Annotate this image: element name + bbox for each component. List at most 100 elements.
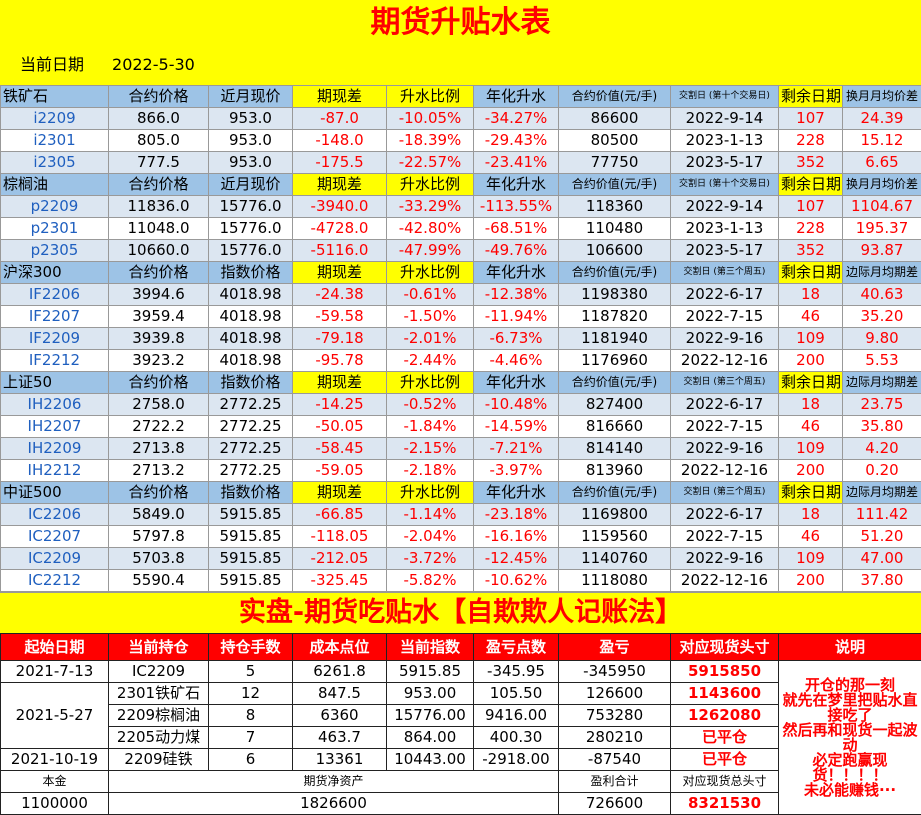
header-row: 上证50 合约价格 指数价格 期现差 升水比例 年化升水 合约价值(元/手) 交割日 (第三个… — [0, 371, 921, 394]
data-cell: -50.05 — [292, 415, 387, 438]
data-cell: -3940.0 — [292, 195, 387, 218]
data-cell: 726600 — [558, 792, 671, 815]
data-cell: 2022-9-14 — [670, 107, 779, 130]
data-row: 1100000 1826600 726600 8321530 — [0, 792, 921, 815]
data-cell: 105.50 — [473, 682, 559, 705]
data-cell: 2022-12-16 — [670, 349, 779, 372]
data-cell: 111.42 — [842, 503, 921, 526]
data-cell: IF2206 — [0, 283, 109, 306]
data-cell: 已平仓 — [670, 748, 779, 771]
header-cell: 期现差 — [292, 261, 387, 284]
data-row: 2021-10-19 2209硅铁 6 13361 10443.00 -2918.00 -8… — [0, 748, 921, 771]
data-cell: 10660.0 — [108, 239, 209, 262]
header-cell: 剩余日期 — [778, 261, 843, 284]
data-cell: 1181940 — [558, 327, 671, 350]
header-cell: 剩余日期 — [778, 371, 843, 394]
data-cell: 5.53 — [842, 349, 921, 372]
header-cell: 合约价值(元/手) — [558, 261, 671, 284]
data-row: 2209棕榈油 8 6360 15776.00 9416.00 753280 1262080 — [1, 704, 921, 727]
data-cell: 7 — [208, 726, 293, 749]
header-cell: 指数价格 — [208, 371, 293, 394]
data-cell: 2722.2 — [108, 415, 209, 438]
data-cell: 827400 — [558, 393, 671, 416]
data-cell: -22.57% — [386, 151, 474, 174]
data-cell: IH2209 — [0, 437, 109, 460]
data-cell: 2209棕榈油 — [108, 704, 209, 727]
header-cell: 换月月均价差 — [842, 85, 921, 108]
data-cell: 8321530 — [670, 792, 779, 815]
header-cell: 升水比例 — [386, 481, 474, 504]
data-cell: 93.87 — [842, 239, 921, 262]
data-cell: 200 — [778, 459, 843, 482]
note-line: 然后再和现货一起波动 — [782, 720, 918, 754]
data-cell: 18 — [778, 283, 843, 306]
data-cell: 2022-7-15 — [670, 305, 779, 328]
header-cell: 换月月均价差 — [842, 173, 921, 196]
note-line: 就先在梦里把贴水直接吃了 — [782, 690, 918, 724]
data-row: IC2207 5797.8 5915.85 -118.05 -2.04% -16.16% 1… — [0, 525, 921, 548]
data-cell: -10.62% — [473, 569, 559, 592]
data-cell: 4018.98 — [208, 327, 293, 350]
data-cell: IF2212 — [0, 349, 109, 372]
data-cell: 5915.85 — [208, 503, 293, 526]
data-cell: -16.16% — [473, 525, 559, 548]
header-cell: 中证500 — [0, 481, 109, 504]
data-cell: 1143600 — [670, 682, 779, 705]
header-cell: 当前指数 — [386, 633, 474, 661]
data-cell: 4.20 — [842, 437, 921, 460]
data-cell: 1176960 — [558, 349, 671, 372]
note-line: 开仓的那一刻 — [804, 675, 895, 694]
data-cell: -10.48% — [473, 393, 559, 416]
header-cell: 边际月均期差 — [842, 481, 921, 504]
data-cell: -34.27% — [473, 107, 559, 130]
header-row: 起始日期 当前持仓 持仓手数 成本点位 当前指数 盈亏点数 盈亏 对应现货头寸 说明 — [0, 633, 921, 661]
data-cell: -212.05 — [292, 547, 387, 570]
data-cell: 46 — [778, 525, 843, 548]
data-cell: 2022-9-16 — [670, 437, 779, 460]
data-row: p2305 10660.0 15776.0 -5116.0 -47.99% -49.76%… — [0, 239, 921, 262]
header-cell: 合约价值(元/手) — [558, 481, 671, 504]
header-cell: 近月现价 — [208, 85, 293, 108]
data-cell: 9.80 — [842, 327, 921, 350]
data-cell: 109 — [778, 437, 843, 460]
data-cell: -59.05 — [292, 459, 387, 482]
header-cell: 剩余日期 — [778, 85, 843, 108]
header-cell: 合约价值(元/手) — [558, 85, 671, 108]
data-cell: -2.01% — [386, 327, 474, 350]
data-cell: 盈利合计 — [558, 770, 671, 793]
data-cell: 12 — [208, 682, 293, 705]
data-cell: 805.0 — [108, 129, 209, 152]
data-row: IC2206 5849.0 5915.85 -66.85 -1.14% -23.18% 11… — [0, 503, 921, 526]
data-cell: 5797.8 — [108, 525, 209, 548]
header-cell: 交割日 (第三个周五) — [670, 481, 779, 504]
data-cell: 2772.25 — [208, 459, 293, 482]
section-title: 实盘-期货吃贴水【自欺欺人记账法】 — [0, 592, 921, 633]
data-cell: -95.78 — [292, 349, 387, 372]
data-row: IF2212 3923.2 4018.98 -95.78 -2.44% -4.46% 117… — [0, 349, 921, 372]
data-cell: 35.20 — [842, 305, 921, 328]
data-cell: IF2209 — [0, 327, 109, 350]
data-cell: 2713.8 — [108, 437, 209, 460]
header-cell: 升水比例 — [386, 371, 474, 394]
header-cell: 期现差 — [292, 85, 387, 108]
data-cell: 15776.0 — [208, 239, 293, 262]
data-cell: -66.85 — [292, 503, 387, 526]
data-cell: 753280 — [558, 704, 671, 727]
header-cell: 交割日 (第十个交易日) — [670, 85, 779, 108]
data-cell: -87.0 — [292, 107, 387, 130]
data-cell: 1826600 — [108, 792, 559, 815]
data-cell: 228 — [778, 217, 843, 240]
header-cell: 年化升水 — [473, 85, 559, 108]
data-cell: 2209硅铁 — [108, 748, 209, 771]
data-cell: 228 — [778, 129, 843, 152]
data-cell: IC2209 — [0, 547, 109, 570]
header-cell: 当前持仓 — [108, 633, 209, 661]
data-cell: -2918.00 — [473, 748, 559, 771]
data-cell: -148.0 — [292, 129, 387, 152]
date: 2022-5-30 — [112, 55, 195, 74]
data-cell: 1262080 — [670, 704, 779, 727]
ledger-table: 起始日期 当前持仓 持仓手数 成本点位 当前指数 盈亏点数 盈亏 对应现货头寸 说明 2021-7… — [0, 633, 921, 815]
header-cell: 铁矿石 — [0, 85, 109, 108]
data-cell: -33.29% — [386, 195, 474, 218]
data-cell: p2209 — [0, 195, 109, 218]
